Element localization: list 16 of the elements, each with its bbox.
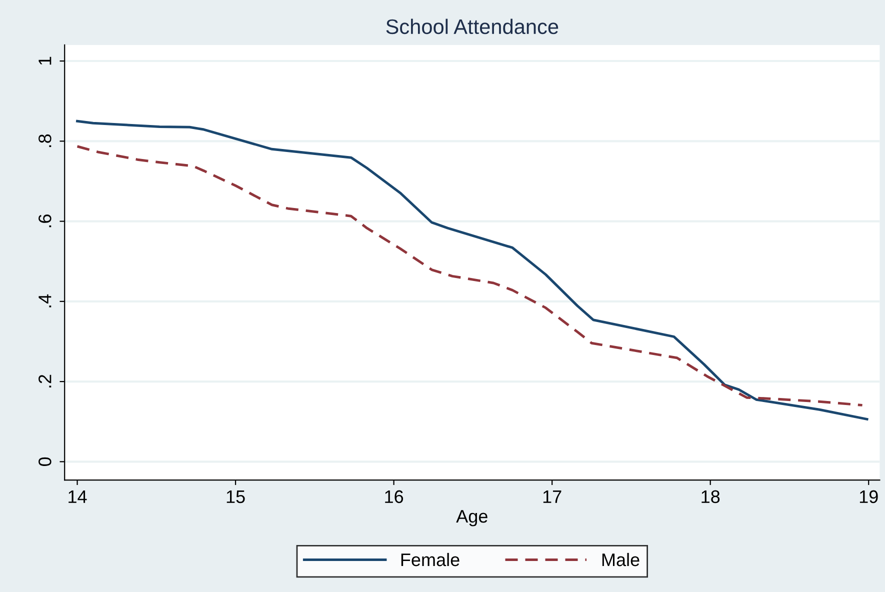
chart-title: School Attendance	[386, 18, 558, 34]
x-tick-label: 14	[68, 490, 87, 503]
y-tick-label: .4	[38, 294, 52, 308]
y-tick-label: .8	[38, 134, 52, 148]
x-tick-label: 16	[385, 490, 404, 504]
x-tick-label: 19	[860, 490, 878, 504]
x-tick-label: 17	[543, 490, 562, 503]
y-tick-label: .6	[38, 214, 52, 228]
y-tick-label: .2	[38, 374, 52, 388]
x-tick-label: 18	[702, 490, 720, 504]
y-tick-label: 1	[38, 56, 52, 65]
x-tick-label: 15	[226, 490, 245, 504]
legend-label: Female	[401, 552, 460, 566]
x-axis-title: Age	[456, 510, 488, 526]
y-tick-label: 0	[38, 457, 52, 466]
legend-label: Male	[602, 552, 640, 566]
